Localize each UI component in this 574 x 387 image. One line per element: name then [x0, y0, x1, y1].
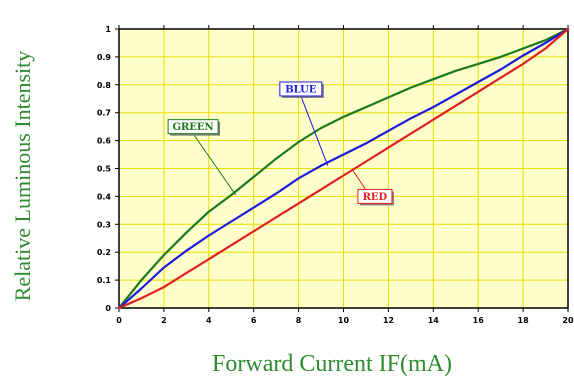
- callout-label: GREEN: [172, 122, 213, 133]
- callout-box: [357, 188, 393, 204]
- y-tick-label: 0: [105, 304, 111, 313]
- axes: [115, 25, 569, 312]
- callout-label: RED: [363, 192, 388, 203]
- y-tick-label: 0.5: [97, 165, 112, 174]
- callout-label: BLUE: [285, 84, 317, 95]
- y-tick-label: 0.9: [97, 53, 112, 62]
- callout-box: [279, 81, 323, 97]
- x-tick-label: 2: [161, 316, 167, 325]
- annotations: GREEN BLUE RED: [167, 81, 394, 206]
- series-line-blue: [117, 27, 570, 310]
- y-tick-label: 0.1: [97, 276, 112, 285]
- x-tick-label: 6: [251, 316, 257, 325]
- x-tick-label: 4: [206, 316, 212, 325]
- y-tick-label: 0.8: [97, 81, 112, 90]
- x-tick-label: 0: [116, 316, 122, 325]
- y-tick-label: 0.7: [97, 109, 111, 118]
- y-tick-label: 1: [105, 25, 111, 34]
- tick-labels: 0 2 4 6 8 10 12 14 16 18 20 0 0.1 0.2 0.3 0.4 0.5 0.6 0.7 0…: [97, 25, 574, 325]
- callout-box: [167, 119, 219, 135]
- y-tick-label: 0.2: [97, 248, 111, 257]
- y-tick-label: 0.6: [97, 137, 112, 146]
- callout-leader-line: [300, 95, 329, 166]
- x-tick-label: 20: [562, 316, 574, 325]
- grid: [119, 29, 568, 308]
- y-tick-label: 0.4: [97, 192, 112, 201]
- callout-leader-line: [192, 133, 237, 196]
- callout-blue: BLUE: [279, 81, 329, 166]
- x-tick-label: 18: [518, 316, 530, 325]
- callout-green: GREEN: [167, 119, 237, 196]
- x-tick-label: 14: [428, 316, 440, 325]
- y-tick-label: 0.3: [97, 220, 111, 229]
- series-lines: [117, 27, 570, 310]
- y-axis-title: Relative Luminous Intensity: [10, 51, 35, 302]
- x-tick-label: 8: [296, 316, 302, 325]
- series-line-green: [117, 27, 570, 310]
- callout-red: RED: [352, 169, 394, 206]
- x-tick-label: 16: [473, 316, 485, 325]
- x-tick-label: 10: [338, 316, 350, 325]
- series-line-red: [117, 27, 570, 310]
- x-tick-label: 12: [383, 316, 394, 325]
- x-axis-title: Forward Current IF(mA): [212, 351, 452, 377]
